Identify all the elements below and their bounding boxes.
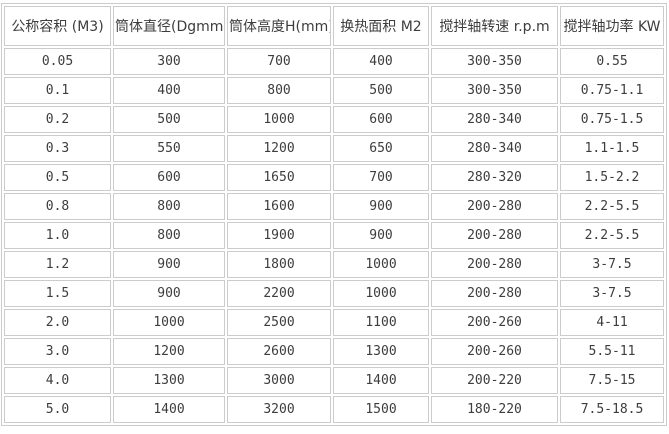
table-cell: 900: [333, 193, 429, 220]
table-cell: 0.2: [4, 106, 111, 133]
table-row: 5.0 1400 3200 1500 180-220 7.5-18.5: [4, 396, 664, 423]
table-cell: 280-320: [431, 164, 558, 191]
table-cell: 0.05: [4, 48, 111, 75]
table-cell: 1900: [227, 222, 331, 249]
column-header-cylinder-diameter: 筒体直径(Dgmm): [113, 6, 225, 46]
table-cell: 1500: [333, 396, 429, 423]
table-cell: 0.3: [4, 135, 111, 162]
table-cell: 0.8: [4, 193, 111, 220]
table-cell: 300-350: [431, 77, 558, 104]
table-cell: 700: [333, 164, 429, 191]
column-header-shaft-speed: 搅拌轴转速 r.p.m: [431, 6, 558, 46]
table-cell: 0.75-1.5: [560, 106, 664, 133]
column-header-heat-exchange-area: 换热面积 M2: [333, 6, 429, 46]
table-row: 0.3 550 1200 650 280-340 1.1-1.5: [4, 135, 664, 162]
table-cell: 1200: [113, 338, 225, 365]
table-cell: 1.5-2.2: [560, 164, 664, 191]
table-cell: 1200: [227, 135, 331, 162]
table-cell: 650: [333, 135, 429, 162]
table-cell: 3000: [227, 367, 331, 394]
table-cell: 1.2: [4, 251, 111, 278]
table-cell: 5.5-11: [560, 338, 664, 365]
table-row: 0.05 300 700 400 300-350 0.55: [4, 48, 664, 75]
table-cell: 4-11: [560, 309, 664, 336]
table-cell: 400: [113, 77, 225, 104]
column-header-shaft-power: 搅拌轴功率 KW: [560, 6, 664, 46]
table-cell: 7.5-15: [560, 367, 664, 394]
table-cell: 1300: [113, 367, 225, 394]
table-cell: 1800: [227, 251, 331, 278]
table-cell: 1000: [227, 106, 331, 133]
table-row: 1.5 900 2200 1000 200-280 3-7.5: [4, 280, 664, 307]
table-cell: 280-340: [431, 135, 558, 162]
table-cell: 3-7.5: [560, 251, 664, 278]
table-cell: 1000: [333, 280, 429, 307]
table-cell: 7.5-18.5: [560, 396, 664, 423]
table-cell: 200-280: [431, 222, 558, 249]
table-cell: 800: [113, 222, 225, 249]
table-cell: 3-7.5: [560, 280, 664, 307]
column-header-cylinder-height: 筒体高度H(mm): [227, 6, 331, 46]
spec-table: 公称容积 (M3) 筒体直径(Dgmm) 筒体高度H(mm) 换热面积 M2 搅…: [1, 3, 667, 426]
table-cell: 200-280: [431, 251, 558, 278]
table-cell: 3.0: [4, 338, 111, 365]
table-cell: 900: [113, 280, 225, 307]
table-cell: 2600: [227, 338, 331, 365]
table-cell: 0.1: [4, 77, 111, 104]
table-cell: 1300: [333, 338, 429, 365]
table-cell: 2.2-5.5: [560, 193, 664, 220]
table-cell: 800: [227, 77, 331, 104]
table-cell: 1000: [113, 309, 225, 336]
table-cell: 1.1-1.5: [560, 135, 664, 162]
table-cell: 300-350: [431, 48, 558, 75]
table-cell: 2200: [227, 280, 331, 307]
table-row: 0.5 600 1650 700 280-320 1.5-2.2: [4, 164, 664, 191]
table-cell: 1400: [333, 367, 429, 394]
table-row: 0.1 400 800 500 300-350 0.75-1.1: [4, 77, 664, 104]
table-cell: 200-260: [431, 338, 558, 365]
table-row: 0.2 500 1000 600 280-340 0.75-1.5: [4, 106, 664, 133]
table-cell: 700: [227, 48, 331, 75]
table-row: 1.0 800 1900 900 200-280 2.2-5.5: [4, 222, 664, 249]
table-row: 0.8 800 1600 900 200-280 2.2-5.5: [4, 193, 664, 220]
table-cell: 0.75-1.1: [560, 77, 664, 104]
table-cell: 0.55: [560, 48, 664, 75]
table-cell: 400: [333, 48, 429, 75]
table-cell: 900: [113, 251, 225, 278]
table-cell: 1000: [333, 251, 429, 278]
table-cell: 300: [113, 48, 225, 75]
table-cell: 600: [113, 164, 225, 191]
table-row: 2.0 1000 2500 1100 200-260 4-11: [4, 309, 664, 336]
table-row: 4.0 1300 3000 1400 200-220 7.5-15: [4, 367, 664, 394]
table-cell: 1400: [113, 396, 225, 423]
table-cell: 3200: [227, 396, 331, 423]
table-cell: 2500: [227, 309, 331, 336]
table-cell: 5.0: [4, 396, 111, 423]
table-cell: 4.0: [4, 367, 111, 394]
table-cell: 800: [113, 193, 225, 220]
table-cell: 500: [113, 106, 225, 133]
table-cell: 180-220: [431, 396, 558, 423]
table-cell: 1.0: [4, 222, 111, 249]
table-cell: 200-280: [431, 280, 558, 307]
table-cell: 900: [333, 222, 429, 249]
table-cell: 1650: [227, 164, 331, 191]
table-row: 1.2 900 1800 1000 200-280 3-7.5: [4, 251, 664, 278]
table-cell: 2.2-5.5: [560, 222, 664, 249]
table-cell: 600: [333, 106, 429, 133]
table-cell: 1.5: [4, 280, 111, 307]
table-cell: 1600: [227, 193, 331, 220]
table-cell: 200-260: [431, 309, 558, 336]
table-row: 3.0 1200 2600 1300 200-260 5.5-11: [4, 338, 664, 365]
table-cell: 550: [113, 135, 225, 162]
header-row: 公称容积 (M3) 筒体直径(Dgmm) 筒体高度H(mm) 换热面积 M2 搅…: [4, 6, 664, 46]
column-header-nominal-volume: 公称容积 (M3): [4, 6, 111, 46]
table-cell: 1100: [333, 309, 429, 336]
table-cell: 200-280: [431, 193, 558, 220]
table-cell: 2.0: [4, 309, 111, 336]
table-cell: 200-220: [431, 367, 558, 394]
table-cell: 280-340: [431, 106, 558, 133]
table-cell: 0.5: [4, 164, 111, 191]
table-cell: 500: [333, 77, 429, 104]
